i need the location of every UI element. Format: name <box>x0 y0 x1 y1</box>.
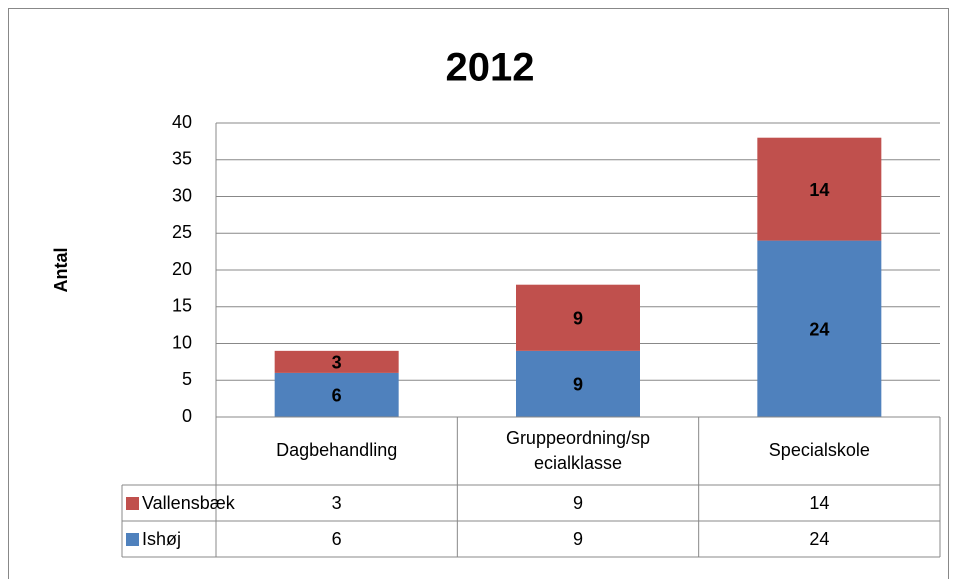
y-axis-label: Antal <box>51 248 71 293</box>
bar <box>757 240 882 417</box>
legend-swatch <box>126 497 139 510</box>
legend-label: Vallensbæk <box>142 493 236 513</box>
y-tick-label: 5 <box>182 369 192 389</box>
table-value: 9 <box>573 493 583 513</box>
y-tick-label: 0 <box>182 406 192 426</box>
bar <box>274 350 399 373</box>
legend-label: Ishøj <box>142 529 181 549</box>
y-tick-label: 20 <box>172 259 192 279</box>
x-tick-label: Gruppeordning/sp ecialklasse <box>506 428 650 473</box>
y-tick-label: 30 <box>172 185 192 205</box>
y-tick-label: 35 <box>172 149 192 169</box>
bar <box>516 284 640 351</box>
table-value: 3 <box>332 493 342 513</box>
y-tick-label: 40 <box>172 112 192 132</box>
chart-border <box>8 8 949 579</box>
data-label: 9 <box>573 309 583 329</box>
data-label: 24 <box>809 320 829 340</box>
table-value: 9 <box>573 529 583 549</box>
data-label: 6 <box>332 386 342 406</box>
y-tick-label: 10 <box>172 332 192 352</box>
chart-title: 2012 <box>446 46 535 90</box>
data-label: 3 <box>332 353 342 373</box>
table-value: 6 <box>332 529 342 549</box>
data-label: 14 <box>809 180 829 200</box>
y-tick-label: 25 <box>172 222 192 242</box>
x-tick-label: Dagbehandling <box>276 440 397 460</box>
data-label: 9 <box>573 375 583 395</box>
bar <box>274 372 399 417</box>
y-tick-label: 15 <box>172 296 192 316</box>
bar <box>757 137 882 241</box>
table-value: 24 <box>809 529 829 549</box>
bar <box>516 350 640 417</box>
table-value: 14 <box>809 493 829 513</box>
x-tick-label: Specialskole <box>769 440 870 460</box>
legend-swatch <box>126 533 139 546</box>
